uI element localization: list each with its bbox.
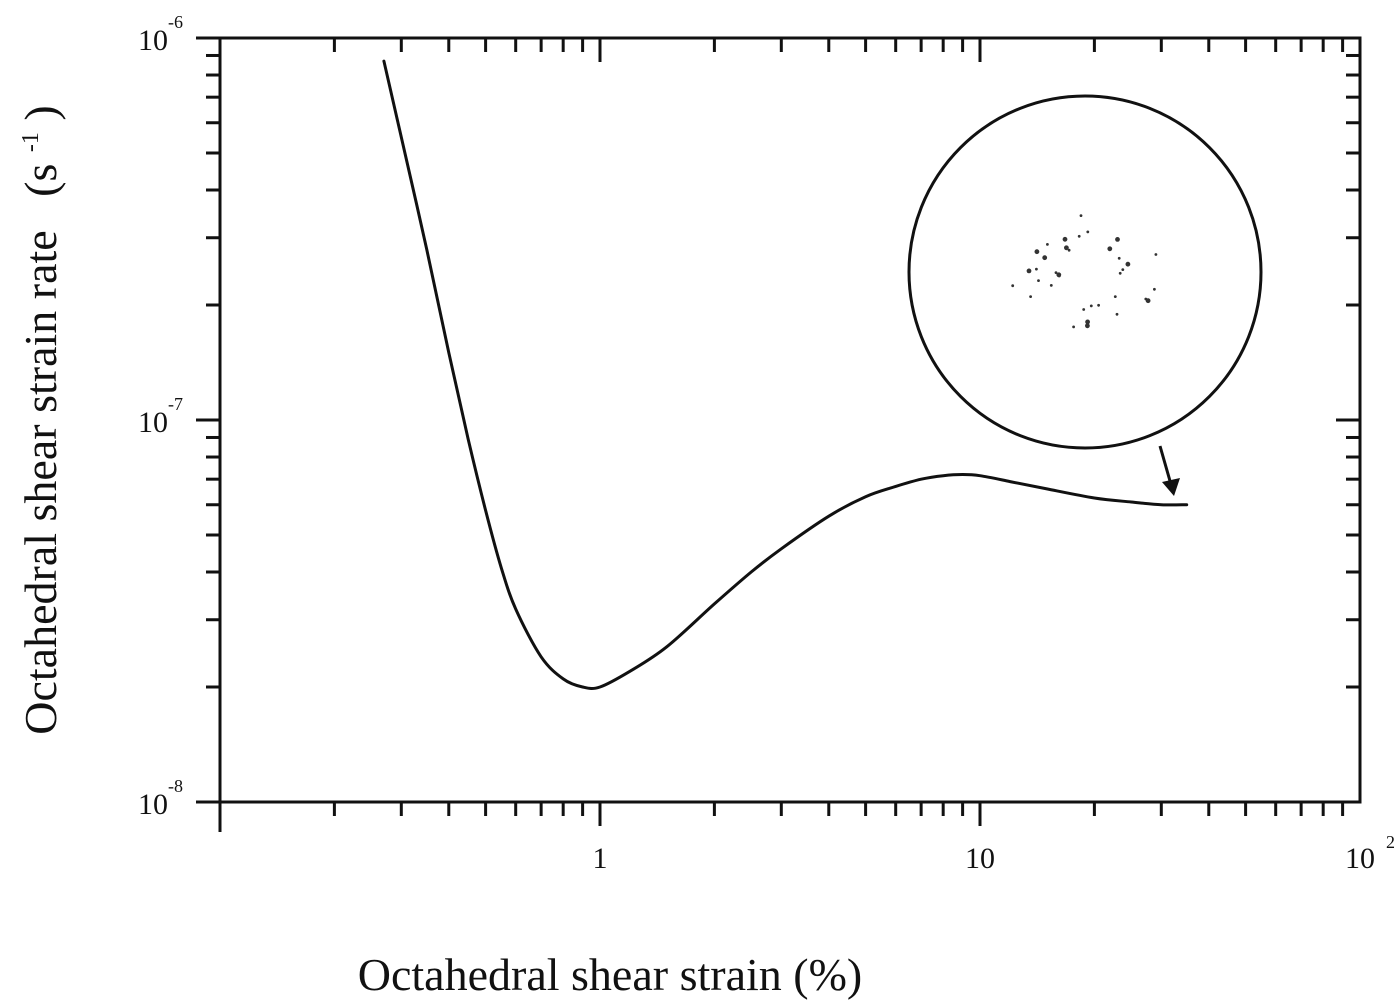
fabric-point <box>1154 253 1158 256</box>
axis-ticks <box>196 36 1360 826</box>
fabric-point <box>1097 303 1100 307</box>
y-axis-title-group: Octahedral shear strain rate (s -1 ) <box>0 105 66 735</box>
fabric-point <box>1125 261 1131 267</box>
x-tick-label: 10 <box>1345 842 1375 875</box>
fabric-point <box>1064 245 1069 251</box>
y-tick-label: 10 <box>138 788 168 821</box>
fabric-point <box>1115 237 1120 242</box>
y-tick-label-exponent: -7 <box>168 394 183 414</box>
y-tick-label: 10 <box>138 24 168 57</box>
fabric-point <box>1085 323 1090 329</box>
fabric-points <box>1011 214 1158 329</box>
fabric-point <box>1107 246 1113 252</box>
fabric-point <box>1054 271 1058 274</box>
fabric-point <box>1046 243 1049 246</box>
x-tick-label: 10 <box>965 842 995 875</box>
fabric-point <box>1042 255 1048 261</box>
y-tick-label-exponent: -8 <box>168 776 183 796</box>
tick-labels: 1 10 10 210-810-710-6 <box>138 12 1395 875</box>
fabric-point <box>1118 271 1122 275</box>
fabric-point <box>1086 230 1090 234</box>
svg-text:Octahedral shear strain rate: Octahedral shear strain rate (s -1 ) <box>0 105 66 735</box>
fabric-inset <box>907 94 1263 496</box>
fabric-point <box>1153 287 1156 291</box>
plot-border <box>218 36 1362 804</box>
fabric-point <box>1029 295 1032 298</box>
fabric-point <box>1026 268 1032 274</box>
x-tick-label: 1 <box>593 842 608 875</box>
inset-arrow-head <box>1162 478 1180 496</box>
fabric-point <box>1117 256 1121 260</box>
y-axis-title: Octahedral shear strain rate <box>15 230 66 734</box>
fabric-point <box>1085 319 1090 325</box>
fabric-point <box>1034 249 1040 255</box>
y-tick-label-exponent: -6 <box>168 12 183 32</box>
fabric-point <box>1037 279 1040 282</box>
y-tick-label: 10 <box>138 406 168 439</box>
fabric-point <box>1057 274 1061 278</box>
fabric-point <box>1079 214 1083 218</box>
fabric-point <box>1062 236 1068 242</box>
fabric-point <box>1035 267 1038 271</box>
fabric-point <box>1089 304 1093 308</box>
x-axis-title: Octahedral shear strain (%) <box>358 949 862 1000</box>
fabric-point <box>1067 248 1071 252</box>
series-line <box>382 59 1189 691</box>
fabric-point <box>1011 284 1015 288</box>
x-tick-label-exponent: 2 <box>1386 832 1395 852</box>
y-axis-unit-close: ) <box>15 105 66 120</box>
plot-frame <box>218 36 1362 832</box>
y-axis-unit-exponent: -1 <box>18 132 44 152</box>
fabric-point <box>1121 268 1125 271</box>
fabric-point <box>1049 284 1053 287</box>
fabric-point <box>1113 295 1117 298</box>
fabric-point <box>1082 308 1086 311</box>
fabric-point <box>1072 325 1075 329</box>
y-axis-unit: (s <box>15 164 66 197</box>
fabric-point <box>1145 298 1151 304</box>
fabric-circle <box>907 94 1263 450</box>
fabric-point <box>1115 312 1119 316</box>
fabric-point <box>1077 234 1081 238</box>
